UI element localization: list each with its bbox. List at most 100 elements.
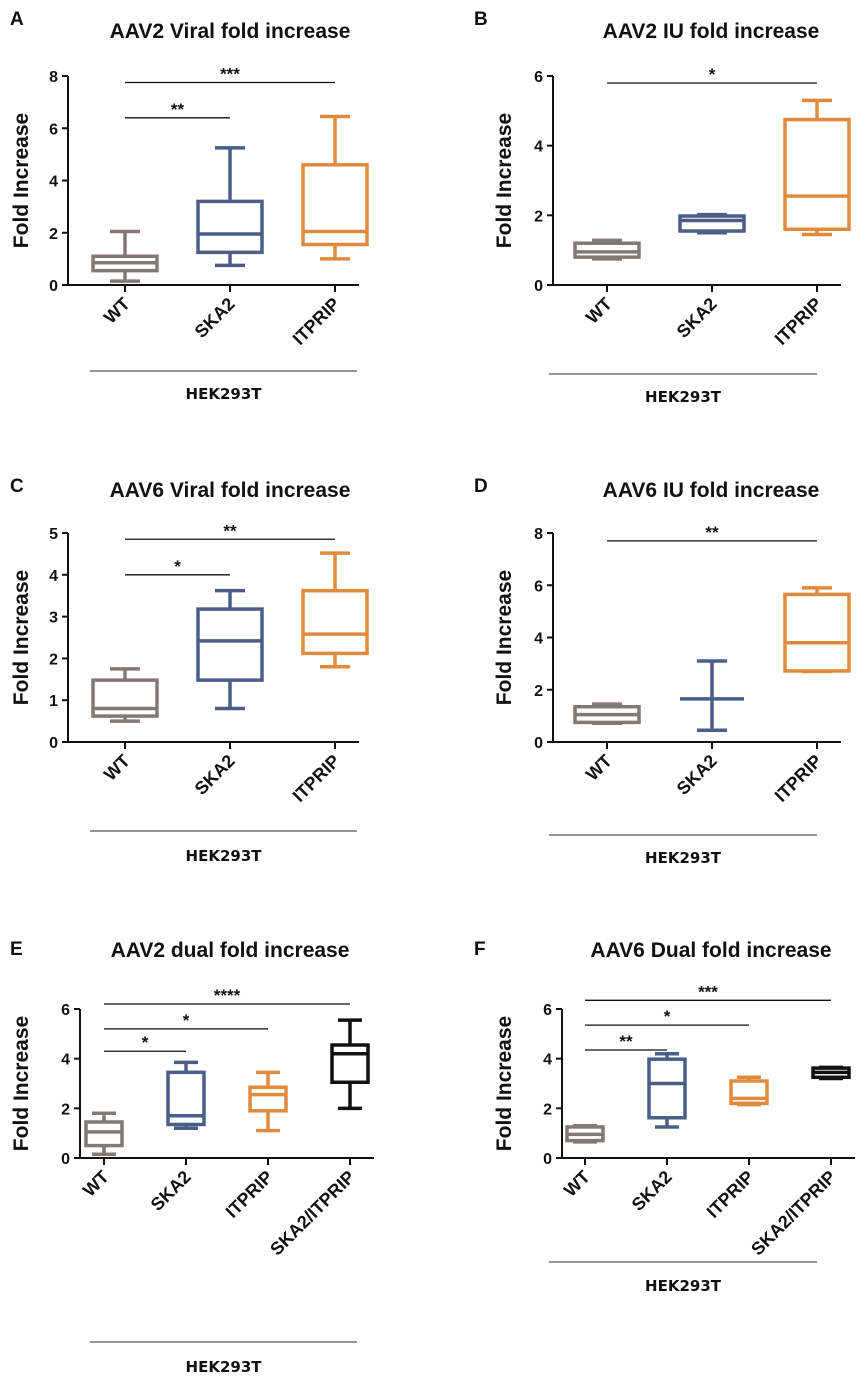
y-tick-label: 2	[49, 651, 58, 668]
y-tick-label: 0	[61, 1151, 70, 1168]
y-tick-label: 4	[534, 139, 543, 156]
x-tick-label: WT	[100, 294, 134, 328]
x-tick-label: SKA2	[191, 751, 239, 799]
chart-title: AAV2 IU fold increase	[603, 20, 820, 43]
chart-title: AAV6 Dual fold increase	[590, 939, 831, 962]
chart-title: AAV6 IU fold increase	[603, 479, 820, 502]
y-axis-label: Fold Increase	[493, 1016, 516, 1151]
y-axis-label: Fold Increase	[10, 1016, 33, 1151]
box-body	[678, 214, 746, 233]
box-body	[91, 678, 159, 718]
box-itprip	[729, 1075, 769, 1107]
significance-label: ***	[220, 65, 240, 84]
y-tick-label: 2	[543, 1101, 552, 1118]
box-ska2	[680, 659, 744, 732]
x-tick-label: SKA2	[191, 294, 239, 342]
x-tick-label: ITPRIP	[703, 1167, 758, 1222]
y-tick-label: 6	[543, 1002, 552, 1019]
x-tick-label: ITPRIP	[771, 294, 826, 349]
y-axis-label: Fold Increase	[10, 570, 33, 705]
y-tick-label: 0	[534, 278, 543, 295]
box-wt	[565, 1123, 605, 1144]
significance-label: ****	[214, 986, 241, 1005]
group-label: HEK293T	[186, 1358, 263, 1376]
y-tick-label: 6	[534, 69, 543, 86]
y-tick-label: 2	[49, 226, 58, 243]
y-tick-label: 6	[61, 1002, 70, 1019]
group-label: HEK293T	[645, 388, 722, 406]
box-ska2	[196, 146, 264, 268]
panel-letter: C	[10, 476, 24, 497]
x-tick-label: SKA2	[628, 1167, 676, 1215]
panel-letter: F	[474, 939, 486, 960]
y-tick-label: 2	[61, 1101, 70, 1118]
box-itprip	[783, 586, 851, 674]
y-tick-label: 2	[534, 683, 543, 700]
group-label: HEK293T	[186, 385, 263, 403]
significance-label: *	[183, 1011, 190, 1030]
group-label: HEK293T	[186, 847, 263, 865]
box-body	[783, 592, 851, 673]
x-tick-label: SKA2/ITPRIP	[266, 1167, 359, 1260]
x-tick-label: WT	[560, 1167, 594, 1201]
chart-panel-e: E AAV2 dual fold increase Fold Increase 0 2 4…	[10, 939, 374, 1376]
box-ska2	[678, 212, 746, 235]
panel-letter: E	[10, 939, 23, 960]
y-tick-label: 0	[49, 278, 58, 295]
box-ska2-itprip	[330, 1018, 370, 1111]
box-wt	[91, 229, 159, 283]
y-tick-label: 4	[543, 1052, 552, 1069]
box-body	[196, 607, 264, 682]
significance-label: **	[171, 100, 185, 119]
y-tick-label: 4	[534, 631, 543, 648]
panel-letter: A	[10, 9, 24, 30]
chart-title: AAV2 Viral fold increase	[110, 20, 351, 43]
panel-letter: B	[474, 9, 488, 30]
y-tick-label: 1	[49, 693, 58, 710]
x-tick-label: WT	[582, 294, 616, 328]
significance-label: *	[664, 1007, 671, 1026]
y-axis-label: Fold Increase	[493, 570, 516, 705]
group-label: HEK293T	[645, 849, 722, 867]
chart-panel-d: D AAV6 IU fold increase Fold Increase 0 2 4 6 8…	[474, 476, 851, 867]
box-itprip	[783, 98, 851, 237]
y-tick-label: 6	[534, 578, 543, 595]
chart-title: AAV6 Viral fold increase	[110, 479, 351, 502]
x-tick-label: WT	[100, 751, 134, 785]
box-body	[196, 199, 264, 255]
box-body	[248, 1085, 288, 1113]
x-tick-label: ITPRIP	[771, 751, 826, 806]
y-tick-label: 2	[534, 208, 543, 225]
significance-label: *	[174, 557, 181, 576]
significance-label: **	[619, 1032, 633, 1051]
box-itprip	[248, 1070, 288, 1133]
x-tick-label: WT	[582, 751, 616, 785]
y-tick-label: 5	[49, 526, 58, 543]
x-tick-label: SKA2	[673, 751, 721, 799]
y-tick-label: 4	[61, 1052, 70, 1069]
y-tick-label: 3	[49, 610, 58, 627]
chart-panel-c: C AAV6 Viral fold increase Fold Increase 0 1…	[10, 476, 369, 865]
chart-panel-b: B AAV2 IU fold increase Fold Increase 0 2 4 6 W…	[474, 9, 851, 406]
chart-panel-f: F AAV6 Dual fold increase Fold Increase 0 2 4…	[474, 939, 855, 1295]
box-wt	[91, 667, 159, 723]
x-tick-label: WT	[79, 1167, 113, 1201]
y-tick-label: 0	[49, 735, 58, 752]
panel-letter: D	[474, 476, 488, 497]
group-label: HEK293T	[645, 1277, 722, 1295]
x-tick-label: ITPRIP	[289, 751, 344, 806]
x-tick-label: SKA2	[673, 294, 721, 342]
y-tick-label: 4	[49, 568, 58, 585]
box-body	[301, 588, 369, 656]
x-tick-label: ITPRIP	[222, 1167, 277, 1222]
box-wt	[573, 702, 641, 725]
box-itprip	[301, 551, 369, 669]
significance-label: **	[223, 521, 237, 540]
box-ska2-itprip	[811, 1065, 851, 1081]
y-tick-label: 0	[543, 1151, 552, 1168]
box-wt	[84, 1111, 124, 1157]
y-tick-label: 6	[49, 121, 58, 138]
y-tick-label: 0	[534, 735, 543, 752]
box-ska2	[196, 588, 264, 711]
